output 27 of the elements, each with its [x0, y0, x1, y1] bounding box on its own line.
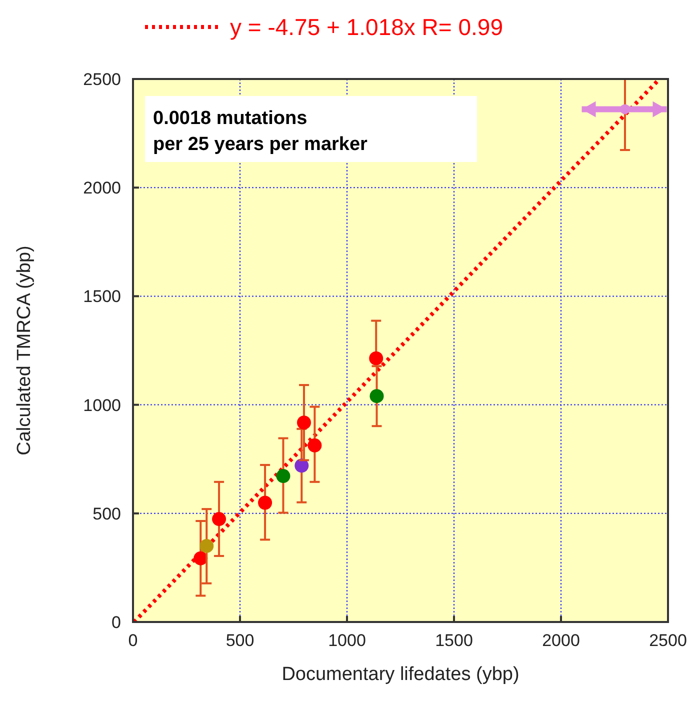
x-tick-label: 2500: [649, 631, 687, 650]
point: [369, 351, 384, 366]
point: [212, 512, 226, 526]
x-tick-label: 1000: [328, 631, 366, 650]
x-tick-label: 2000: [542, 631, 580, 650]
x-axis-title: Documentary lifedates (ybp): [282, 664, 520, 685]
y-tick-label: 2000: [83, 178, 121, 198]
point: [276, 469, 290, 484]
y-tick-label: 1000: [83, 396, 121, 415]
point: [200, 538, 214, 553]
x-tick-label: 1500: [435, 631, 473, 650]
point: [308, 438, 322, 452]
y-tick-label: 500: [92, 504, 121, 524]
point: [258, 496, 272, 510]
y-tick-label: 0: [112, 613, 121, 632]
y-axis-title: Calculated TMRCA (ybp): [14, 246, 35, 456]
legend-label: y = -4.75 + 1.018x R= 0.99: [230, 14, 503, 40]
point: [620, 104, 630, 114]
x-tick-label: 0: [128, 631, 138, 650]
point: [370, 389, 384, 404]
point: [294, 458, 309, 473]
y-tick-label: 1500: [83, 287, 121, 306]
point: [194, 551, 208, 566]
point: [296, 416, 311, 430]
y-tick-label: 2500: [83, 70, 121, 89]
annotation: 0.0018 mutations per 25 years per marker: [153, 108, 368, 155]
x-tick-label: 500: [226, 631, 254, 650]
